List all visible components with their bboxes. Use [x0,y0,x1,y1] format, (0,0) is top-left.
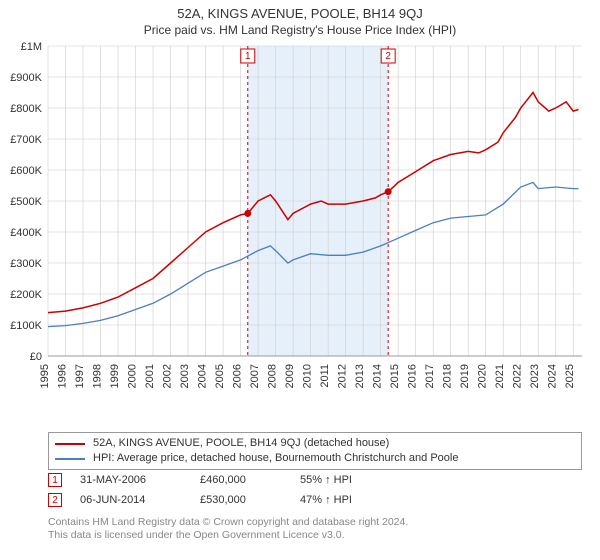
attribution-footer: Contains HM Land Registry data © Crown c… [48,516,582,542]
svg-text:1996: 1996 [57,364,69,388]
legend-label-hpi: HPI: Average price, detached house, Bour… [93,451,458,466]
svg-text:2: 2 [385,51,391,62]
event-date-2: 06-JUN-2014 [80,494,200,506]
svg-text:£500K: £500K [10,196,42,208]
svg-text:£900K: £900K [10,72,42,84]
svg-text:1997: 1997 [74,364,86,388]
sale-events: 1 31-MAY-2006 £460,000 55% ↑ HPI 2 06-JU… [48,470,582,510]
svg-text:£400K: £400K [10,227,42,239]
svg-text:1: 1 [245,51,251,62]
svg-text:1999: 1999 [109,364,121,388]
svg-text:2017: 2017 [424,364,436,388]
footer-line-1: Contains HM Land Registry data © Crown c… [48,516,582,529]
svg-text:2009: 2009 [284,364,296,388]
svg-text:2018: 2018 [442,364,454,388]
svg-text:2000: 2000 [127,364,139,388]
svg-text:£0: £0 [30,351,42,363]
event-row-2: 2 06-JUN-2014 £530,000 47% ↑ HPI [48,490,582,510]
svg-text:2021: 2021 [494,364,506,388]
event-price-2: £530,000 [200,494,300,506]
page-title: 52A, KINGS AVENUE, POOLE, BH14 9QJ [0,0,600,21]
event-rel-1: 55% ↑ HPI [300,474,400,486]
svg-text:2015: 2015 [389,364,401,388]
svg-text:£300K: £300K [10,258,42,270]
svg-text:2016: 2016 [407,364,419,388]
svg-text:2014: 2014 [372,364,384,388]
svg-text:2023: 2023 [529,364,541,388]
legend-label-property: 52A, KINGS AVENUE, POOLE, BH14 9QJ (deta… [93,436,389,451]
legend: 52A, KINGS AVENUE, POOLE, BH14 9QJ (deta… [48,432,582,470]
svg-text:2024: 2024 [547,364,559,388]
svg-text:2006: 2006 [232,364,244,388]
svg-text:2010: 2010 [302,364,314,388]
page-subtitle: Price paid vs. HM Land Registry's House … [0,21,600,41]
svg-text:1995: 1995 [39,364,51,388]
svg-text:£600K: £600K [10,165,42,177]
svg-text:2004: 2004 [197,364,209,388]
legend-swatch-hpi [55,458,85,460]
legend-swatch-property [55,443,85,445]
svg-text:1998: 1998 [92,364,104,388]
svg-text:£800K: £800K [10,103,42,115]
event-date-1: 31-MAY-2006 [80,474,200,486]
svg-text:2011: 2011 [319,364,331,388]
svg-text:2013: 2013 [354,364,366,388]
svg-text:2012: 2012 [337,364,349,388]
svg-text:£700K: £700K [10,134,42,146]
event-rel-2: 47% ↑ HPI [300,494,400,506]
event-marker-1: 1 [48,473,62,487]
footer-line-2: This data is licensed under the Open Gov… [48,529,582,542]
svg-text:2025: 2025 [564,364,576,388]
event-marker-2: 2 [48,493,62,507]
svg-text:2005: 2005 [214,364,226,388]
svg-text:2019: 2019 [459,364,471,388]
event-price-1: £460,000 [200,474,300,486]
svg-text:2022: 2022 [512,364,524,388]
svg-text:2007: 2007 [249,364,261,388]
chart-svg: £0£100K£200K£300K£400K£500K£600K£700K£80… [48,46,582,400]
legend-row-property: 52A, KINGS AVENUE, POOLE, BH14 9QJ (deta… [55,436,575,451]
svg-text:£200K: £200K [10,289,42,301]
svg-text:2002: 2002 [162,364,174,388]
svg-text:2008: 2008 [267,364,279,388]
event-row-1: 1 31-MAY-2006 £460,000 55% ↑ HPI [48,470,582,490]
svg-text:2020: 2020 [477,364,489,388]
svg-text:2001: 2001 [144,364,156,388]
legend-row-hpi: HPI: Average price, detached house, Bour… [55,451,575,466]
svg-text:2003: 2003 [179,364,191,388]
price-chart: £0£100K£200K£300K£400K£500K£600K£700K£80… [48,46,582,400]
svg-text:£100K: £100K [10,320,42,332]
svg-text:£1M: £1M [21,41,42,53]
